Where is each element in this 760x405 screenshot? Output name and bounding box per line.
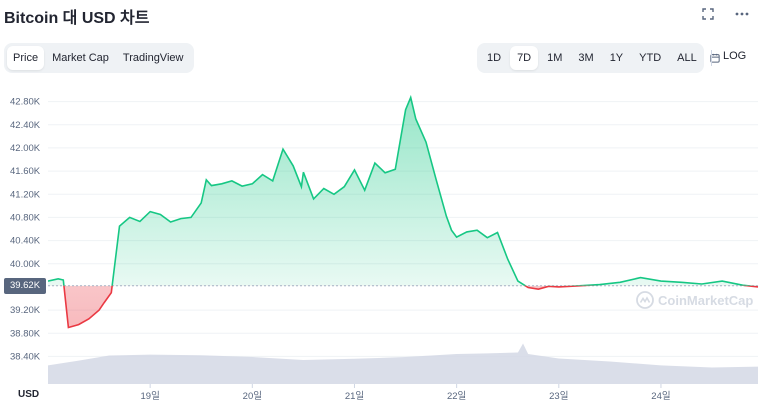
y-tick-label: 40.40K	[10, 236, 41, 247]
y-tick-label: 42.80K	[10, 97, 41, 108]
range-1d[interactable]: 1D	[487, 52, 502, 64]
x-tick-label: 22일	[447, 391, 466, 402]
log-scale-button[interactable]: LOG	[723, 50, 747, 62]
tab-price[interactable]: Price	[7, 46, 45, 70]
volume-area	[48, 343, 758, 384]
price-line-up	[48, 94, 755, 286]
tab-tradingview[interactable]: TradingView	[122, 52, 184, 64]
toolbar-divider	[711, 50, 712, 66]
x-tick-label: 24일	[651, 391, 670, 402]
y-axis-ticks: 42.80K 42.40K 42.00K 41.60K 41.20K 40.80K 40.4…	[10, 97, 41, 363]
x-tick-label: 19일	[141, 391, 160, 402]
fullscreen-icon[interactable]	[700, 6, 716, 22]
y-tick-label: 41.20K	[10, 189, 41, 200]
y-tick-label: 40.00K	[10, 259, 41, 270]
coinmarketcap-watermark: CoinMarketCap	[636, 291, 753, 309]
y-tick-label: 42.00K	[10, 143, 41, 154]
currency-label: USD	[18, 389, 40, 400]
range-all[interactable]: ALL	[677, 52, 697, 64]
current-price-badge: 39.62K	[4, 277, 46, 294]
more-options-icon[interactable]	[734, 6, 750, 22]
x-tick-label: 21일	[345, 391, 364, 402]
x-tick-label: 20일	[243, 391, 262, 402]
y-tick-label: 39.20K	[10, 305, 41, 316]
range-7d[interactable]: 7D	[510, 46, 539, 70]
y-tick-label: 38.80K	[10, 328, 41, 339]
chart-type-tabs: Price Market Cap TradingView	[4, 43, 194, 73]
range-1m[interactable]: 1M	[547, 52, 563, 64]
price-area-above-baseline	[48, 97, 758, 286]
range-1y[interactable]: 1Y	[609, 52, 624, 64]
time-range-selector: 1D 7D 1M 3M 1Y YTD ALL	[477, 43, 720, 73]
calendar-icon[interactable]	[706, 46, 724, 70]
chart-title: Bitcoin 대 USD 차트	[4, 10, 150, 27]
y-tick-label: 40.80K	[10, 212, 41, 223]
y-tick-label: 38.40K	[10, 351, 41, 362]
header-actions	[700, 6, 750, 22]
y-tick-label: 42.40K	[10, 120, 41, 131]
x-tick-label: 23일	[549, 391, 568, 402]
range-ytd[interactable]: YTD	[639, 52, 662, 64]
x-axis-ticks: 19일 20일 21일 22일 23일 24일	[141, 384, 671, 402]
y-tick-label: 41.60K	[10, 166, 41, 177]
coinmarketcap-logo-icon	[636, 291, 654, 309]
tab-market-cap[interactable]: Market Cap	[52, 52, 109, 64]
price-line-down	[63, 285, 759, 329]
range-3m[interactable]: 3M	[578, 52, 594, 64]
watermark-text: CoinMarketCap	[658, 292, 754, 308]
